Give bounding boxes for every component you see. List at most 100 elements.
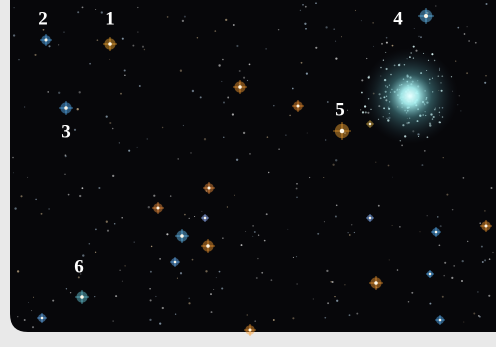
- faint-star: [273, 104, 275, 107]
- bright-star: [175, 229, 189, 243]
- faint-star: [347, 232, 349, 234]
- faint-star: [240, 244, 243, 247]
- faint-star: [356, 312, 359, 315]
- faint-star: [188, 297, 191, 300]
- faint-star: [438, 244, 441, 247]
- faint-star: [143, 48, 146, 51]
- faint-star: [95, 9, 97, 11]
- faint-star: [146, 138, 148, 140]
- faint-star: [31, 310, 33, 312]
- faint-star: [78, 91, 81, 94]
- star-core: [80, 295, 84, 299]
- faint-star: [441, 295, 444, 298]
- faint-star: [444, 261, 447, 264]
- faint-star: [235, 158, 239, 161]
- faint-star: [52, 299, 55, 302]
- faint-star: [375, 161, 377, 163]
- faint-star: [458, 95, 460, 97]
- faint-star: [325, 26, 328, 29]
- bright-star: [201, 214, 209, 222]
- faint-star: [372, 22, 374, 24]
- bright-star: [435, 315, 445, 325]
- faint-star: [253, 231, 256, 233]
- faint-star: [89, 62, 91, 65]
- faint-star: [20, 195, 23, 198]
- faint-star: [461, 259, 464, 263]
- faint-star: [14, 207, 17, 210]
- faint-star: [137, 6, 139, 9]
- faint-star: [385, 41, 388, 44]
- faint-star: [292, 317, 295, 320]
- photo-background: [10, 0, 496, 332]
- cluster-star: [361, 111, 365, 114]
- faint-star: [120, 92, 122, 95]
- faint-star: [278, 148, 280, 151]
- bright-star: [244, 324, 256, 336]
- bright-star: [366, 214, 374, 222]
- faint-star: [315, 2, 317, 5]
- faint-star: [205, 270, 208, 273]
- star-core: [428, 272, 432, 276]
- faint-star: [257, 257, 259, 260]
- faint-star: [277, 28, 280, 31]
- faint-star: [67, 193, 70, 196]
- faint-star: [179, 272, 183, 275]
- faint-star: [391, 225, 393, 227]
- faint-star: [248, 63, 251, 66]
- faint-star: [132, 44, 135, 47]
- faint-star: [285, 134, 287, 136]
- faint-star: [223, 136, 225, 138]
- faint-star: [361, 79, 364, 82]
- faint-star: [64, 173, 66, 176]
- faint-star: [442, 157, 444, 159]
- faint-star: [255, 277, 258, 279]
- faint-star: [94, 295, 96, 298]
- globular-cluster: [362, 48, 458, 144]
- faint-star: [183, 15, 186, 18]
- bright-star: [426, 270, 434, 278]
- faint-star: [437, 216, 439, 218]
- faint-star: [401, 144, 404, 147]
- faint-star: [222, 58, 224, 61]
- faint-star: [221, 80, 223, 83]
- star-core: [207, 186, 211, 190]
- bright-star: [233, 80, 247, 94]
- faint-star: [388, 259, 390, 261]
- faint-star: [35, 198, 37, 201]
- faint-star: [308, 176, 311, 179]
- bright-star: [170, 257, 180, 267]
- faint-star: [141, 45, 145, 48]
- faint-star: [222, 237, 224, 239]
- faint-star: [234, 194, 235, 196]
- faint-star: [73, 128, 77, 131]
- faint-star: [81, 6, 84, 9]
- faint-star: [474, 41, 477, 44]
- star-core: [180, 234, 184, 238]
- faint-star: [221, 287, 224, 290]
- faint-star: [300, 61, 303, 64]
- faint-star: [58, 44, 60, 46]
- faint-star: [335, 57, 338, 60]
- faint-star: [315, 46, 318, 49]
- faint-star: [124, 265, 126, 267]
- faint-star: [335, 204, 338, 207]
- faint-star: [265, 48, 267, 50]
- star-core: [368, 216, 372, 220]
- faint-star: [119, 269, 121, 272]
- faint-star: [121, 216, 123, 219]
- faint-star: [312, 298, 314, 300]
- faint-star: [174, 313, 177, 315]
- faint-star: [463, 321, 465, 323]
- marker-label: 6: [74, 256, 84, 277]
- faint-star: [246, 79, 249, 82]
- faint-star: [396, 269, 399, 271]
- faint-star: [225, 18, 228, 22]
- bright-star: [152, 202, 164, 214]
- faint-star: [373, 45, 374, 47]
- faint-star: [418, 35, 420, 38]
- faint-star: [331, 281, 334, 283]
- faint-star: [305, 27, 307, 30]
- faint-star: [105, 115, 108, 118]
- faint-star: [218, 270, 221, 273]
- faint-star: [327, 302, 330, 305]
